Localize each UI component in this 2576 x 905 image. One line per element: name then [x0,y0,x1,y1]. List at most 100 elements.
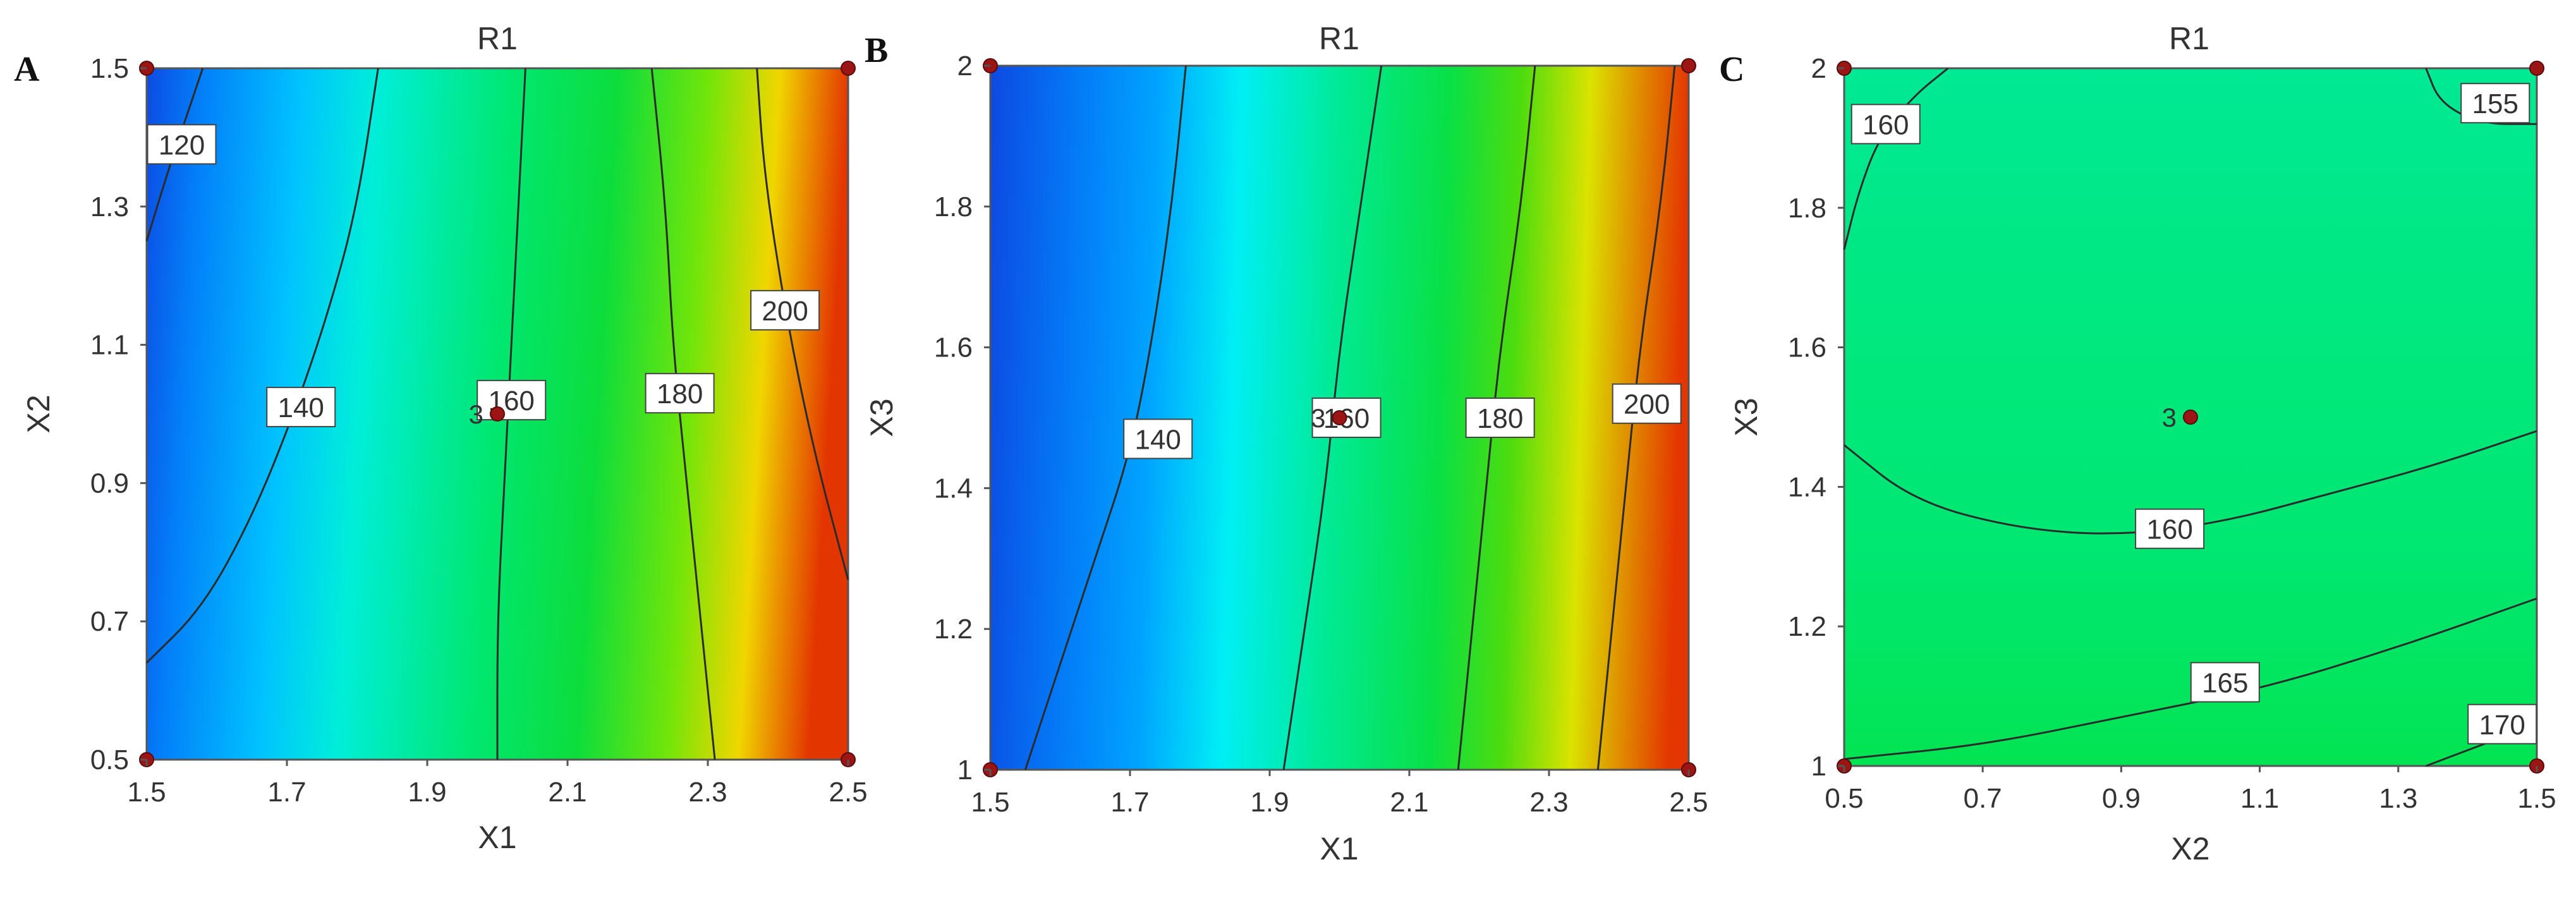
panel-c-x-axis-label: X2 [2171,831,2209,866]
panel-c-contours: 155 160 160 165 170 [1843,67,2537,767]
panel-c-contour-line-160 [1843,67,1949,250]
panel-letter-c: C [1719,50,1744,89]
panel-b-x-tick-label: 2.3 [1529,787,1568,818]
panel-a-y-tick-label: 0.5 [90,744,129,775]
panel-a-x-tick-label: 2.5 [829,777,867,808]
panel-a-design-point [841,61,856,76]
panel-b-contour-line-180 [1457,65,1536,770]
panel-b-contour-line-200 [1596,65,1676,770]
panel-a-x-tick-label: 2.3 [688,777,727,808]
panel-c-x-tick-label: 0.9 [2102,783,2141,814]
panel-c-contour-label-box-160 [2135,508,2205,549]
panel-b-x-ticks: 1.5 1.7 1.9 2.1 2.3 2.5 [971,770,1708,818]
panel-a-y-tick-label: 1.3 [90,191,129,222]
panel-b-design-point [1681,58,1696,73]
panel-a-y-ticks: 0.5 0.7 0.9 1.1 1.3 1.5 [90,53,147,775]
panel-b-y-tick-label: 1.8 [934,191,973,222]
panel-c-x-tick-label: 1.5 [2517,783,2556,814]
panel-letter-a: A [14,50,40,89]
panel-a-y-tick-label: 0.7 [90,606,129,637]
panel-a-x-tick-label: 2.1 [548,777,586,808]
panel-a-contour-label-140: 140 [277,392,324,423]
panel-a-contour-label-box-120 [147,124,217,165]
panel-b-design-point [1332,410,1347,425]
panel-a-x-ticks: 1.5 1.7 1.9 2.1 2.3 2.5 [127,760,868,808]
panel-b-x-tick-label: 2.1 [1390,787,1428,818]
panel-c-contour-label-165: 165 [2202,668,2248,699]
panel-a-y-tick-label: 1.5 [90,53,129,84]
panel-b-y-ticks: 1 1.2 1.4 1.6 1.8 2 [934,51,990,786]
panel-c-x-tick-label: 0.5 [1825,783,1863,814]
panel-c-contour-label-170: 170 [2479,710,2525,741]
panel-a-contour-label-box-140 [266,387,336,428]
panel-c-contour-line-165 [1844,597,2537,760]
panel-a-contour-line-160 [496,68,526,760]
panel-a-contour-label-box-180 [645,373,715,414]
panel-c-y-tick-label: 1.8 [1788,193,1826,224]
panel-a-contour-line-180 [650,68,716,760]
panel-c-x-ticks: 0.5 0.7 0.9 1.1 1.3 1.5 [1825,766,2556,814]
panel-c-contour-label-box-155 [2460,83,2530,124]
panel-b-contour-label-200: 200 [1624,389,1670,420]
panel-c-x-tick-label: 1.1 [2240,783,2279,814]
panel-b-title: R1 [1319,21,1359,56]
panel-a-contour-label-200: 200 [762,296,808,327]
panel-b-contour-label-box-140 [1123,418,1193,459]
panel-b-x-tick-label: 2.5 [1669,787,1708,818]
panel-c-design-point [2529,61,2544,76]
panel-b-y-tick-label: 1.6 [934,332,973,363]
panel-c-y-tick-label: 1 [1811,751,1826,782]
panel-a-x-tick-label: 1.7 [267,777,306,808]
panel-b-y-axis-label: X3 [864,398,899,437]
panel-a-contour-line-140 [145,68,379,664]
panel-b-y-tick-label: 1.2 [934,614,973,645]
panel-a-y-tick-label: 0.9 [90,468,129,499]
panel-b-contour-label-box-180 [1465,398,1535,438]
panel-a-contour-label-180: 180 [657,379,703,410]
panel-letter-b: B [865,31,888,70]
panel-b-contour-label-140: 140 [1134,424,1181,455]
panel-c-contour-label-155: 155 [2472,88,2518,119]
panel-c-y-tick-label: 1.2 [1788,611,1826,642]
panel-c-y-axis-label: X3 [1728,398,1764,436]
panel-a-contour-label-120: 120 [159,130,205,161]
panel-c-contour-label-box-160 [1850,104,1921,145]
panel-b-y-tick-label: 1.4 [934,473,973,504]
panel-a-y-axis-label: X2 [21,394,56,433]
panel-c-y-tick-label: 1.4 [1788,471,1826,502]
panel-c-y-ticks: 1 1.2 1.4 1.6 1.8 2 [1788,53,1844,782]
panel-c-center-replicates: 3 [2162,403,2177,432]
panel-a-contour-label-box-200 [750,289,820,331]
panel-a-contour-label-box-160 [477,380,547,421]
panel-b-x-tick-label: 1.9 [1250,787,1289,818]
panel-a-center-replicates: 3 [469,399,483,429]
panel-a-y-tick-label: 1.1 [90,330,129,361]
panel-b-y-tick-label: 2 [957,51,973,82]
panel-b-contour-label-box-200 [1612,383,1682,424]
panel-a-x-tick-label: 1.5 [127,777,166,808]
panel-c-design-point [2183,410,2198,425]
panel-b-contour-line-160 [1282,65,1383,770]
panel-c: C R1 155 160 160 165 170 3 0.5 0.7 0.9 1.1 1.3 1.… [1719,21,2556,866]
panel-b-x-tick-label: 1.5 [971,787,1009,818]
panel-c-title: R1 [2169,21,2209,56]
panel-b-y-tick-label: 1 [957,755,973,786]
panel-c-x-tick-label: 1.3 [2379,783,2417,814]
panel-b-center-replicates: 3 [1311,403,1325,433]
panel-a-design-points: 3 [139,61,856,767]
panel-c-x-tick-label: 0.7 [1964,783,2002,814]
panel-a-contour-line-200 [756,68,849,580]
panel-c-contour-label-box-165 [2190,662,2260,703]
panel-c-contour-label-160: 160 [2146,514,2192,545]
panel-a-design-point [490,406,505,422]
panel-b-contour-label-180: 180 [1477,403,1523,434]
panel-c-y-tick-label: 2 [1811,53,1826,84]
panel-c-y-tick-label: 1.6 [1788,332,1826,363]
panel-b-x-tick-label: 1.7 [1110,787,1149,818]
panel-a-x-tick-label: 1.9 [408,777,446,808]
panel-b-contour-line-140 [1024,65,1187,770]
